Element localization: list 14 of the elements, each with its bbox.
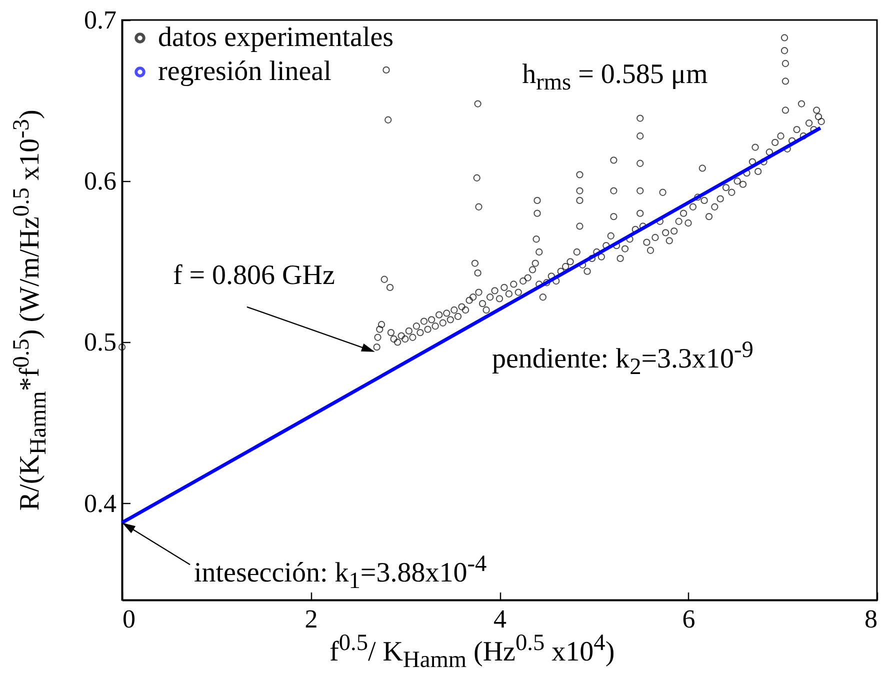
y-tick-label: 0.6	[84, 166, 116, 196]
annotation: f = 0.806 GHz	[172, 260, 335, 291]
x-tick-label: 6	[682, 604, 696, 634]
annotation: intesección: k$_{1}$=3.88x10$^{-4}$	[194, 550, 487, 594]
legend-label: datos experimentales	[158, 22, 394, 53]
annotation: h$_{rms}$ = 0.585 μm	[522, 58, 708, 96]
x-tick-label: 8	[864, 604, 878, 634]
y-tick-label: 0.7	[84, 6, 116, 34]
x-tick-label: 2	[304, 604, 318, 634]
legend-label: regresión lineal	[158, 56, 332, 87]
annotation: pendiente: k$_{2}$=3.3x10$^{-9}$	[492, 337, 754, 380]
y-tick-label: 0.4	[84, 488, 116, 518]
x-tick-label: 0	[122, 604, 136, 634]
y-tick-label: 0.5	[84, 328, 116, 357]
